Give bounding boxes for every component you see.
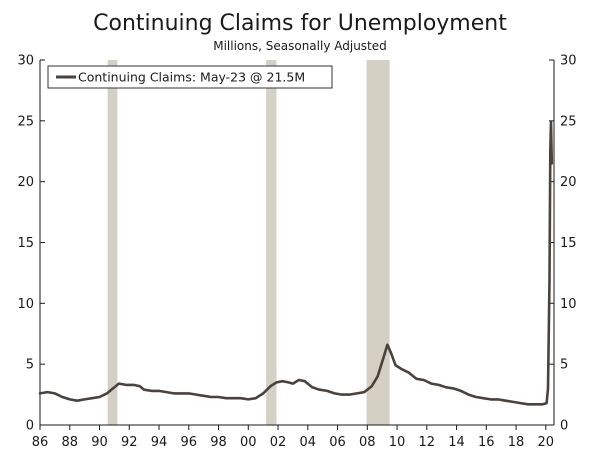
chart-subtitle: Millions, Seasonally Adjusted (213, 39, 387, 53)
series-line (38, 120, 554, 406)
x-tick-label: 14 (448, 435, 465, 450)
y-tick-label-right: 20 (560, 175, 577, 190)
y-axis-right: 0 5 10 15 20 25 30 (549, 54, 577, 434)
x-tick-label: 08 (359, 435, 376, 450)
x-tick-label: 94 (151, 435, 168, 450)
series-layer (38, 120, 554, 406)
y-tick-label-left: 5 (26, 358, 34, 373)
legend-box (47, 65, 333, 89)
y-tick-label-right: 0 (560, 419, 568, 434)
y-tick-label-left: 30 (17, 54, 34, 69)
recession-bands (107, 60, 390, 425)
x-tick-label: 00 (240, 435, 257, 450)
x-tick-label: 96 (180, 435, 197, 450)
y-axis-left: 0 5 10 15 20 25 30 (17, 54, 45, 434)
y-tick-label-left: 15 (17, 236, 34, 251)
x-tick-label: 16 (478, 435, 495, 450)
x-tick-label: 10 (389, 435, 406, 450)
y-tick-label-right: 10 (560, 297, 577, 312)
recession-band (107, 60, 118, 425)
x-tick-label: 20 (538, 435, 555, 450)
chart-title: Continuing Claims for Unemployment (93, 11, 507, 36)
x-tick-label: 04 (300, 435, 317, 450)
y-tick-label-right: 30 (560, 54, 577, 69)
legend-label: Continuing Claims: May-23 @ 21.5M (78, 70, 305, 85)
x-tick-label: 18 (508, 435, 525, 450)
x-axis: 86 88 90 92 94 96 98 00 02 04 06 08 10 12 14 16 18 20 (32, 425, 554, 450)
x-tick-label: 06 (329, 435, 346, 450)
x-tick-label: 02 (270, 435, 287, 450)
recession-band (266, 60, 277, 425)
x-tick-label: 90 (91, 435, 108, 450)
y-tick-label-left: 20 (17, 175, 34, 190)
y-tick-label-right: 5 (560, 358, 568, 373)
recession-band (366, 60, 390, 425)
x-tick-label: 86 (32, 435, 49, 450)
y-tick-label-left: 10 (17, 297, 34, 312)
y-tick-label-right: 15 (560, 236, 577, 251)
x-tick-label: 98 (210, 435, 227, 450)
x-tick-label: 88 (61, 435, 78, 450)
y-tick-label-left: 0 (26, 419, 34, 434)
legend: Continuing Claims: May-23 @ 21.5M (47, 65, 333, 89)
y-tick-label-left: 25 (17, 114, 34, 129)
x-tick-label: 92 (121, 435, 138, 450)
y-tick-label-right: 25 (560, 114, 577, 129)
x-tick-label: 12 (419, 435, 436, 450)
